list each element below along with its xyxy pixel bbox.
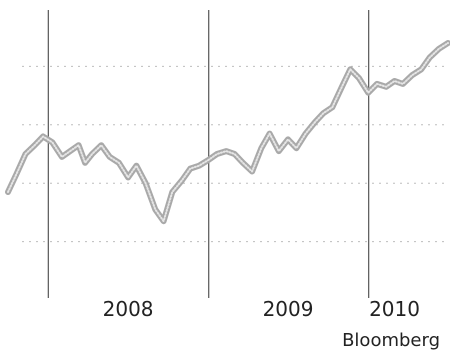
x-tick-labels: 2008 2009 2010 [103,297,420,321]
series-line [5,40,450,225]
series-line-texture [7,42,449,223]
series-group [5,40,450,225]
source-label: Bloomberg [342,330,440,351]
x-tick-label: 2010 [369,297,420,321]
x-tick-label: 2009 [263,297,314,321]
horizontal-gridlines [22,65,444,243]
x-tick-label: 2008 [103,297,154,321]
year-boundary-gridlines [47,10,370,298]
